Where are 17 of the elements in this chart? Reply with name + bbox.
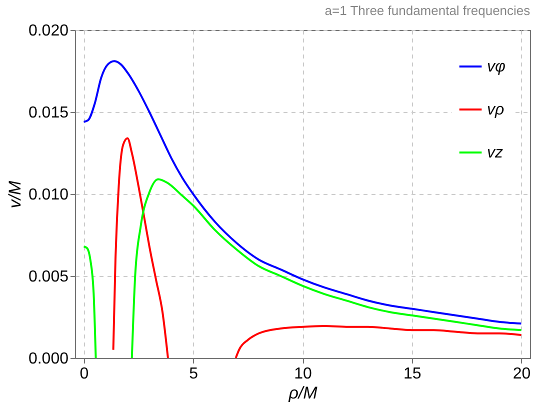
- legend-label: vz: [487, 144, 503, 162]
- y-tick-label: 0.000: [28, 350, 69, 368]
- x-tick-label: 15: [403, 366, 422, 382]
- x-tick-label: 0: [80, 366, 89, 382]
- line-series: [82, 60, 522, 325]
- chart-title: a=1 Three fundamental frequencies: [324, 3, 531, 18]
- x-tick-label: 20: [512, 366, 531, 382]
- y-tick-label: 0.015: [28, 104, 69, 122]
- y-tick-label: 0.010: [28, 186, 69, 204]
- y-tick-label: 0.020: [28, 22, 69, 40]
- x-tick-label: 5: [189, 366, 198, 382]
- x-axis-title: ρ/M: [288, 384, 318, 402]
- x-tick-label: 10: [294, 366, 312, 382]
- legend-label: vρ: [487, 102, 504, 118]
- y-tick-label: 0.005: [28, 268, 69, 286]
- legend-label: vφ: [487, 58, 506, 76]
- y-axis-title: v/M: [5, 180, 24, 208]
